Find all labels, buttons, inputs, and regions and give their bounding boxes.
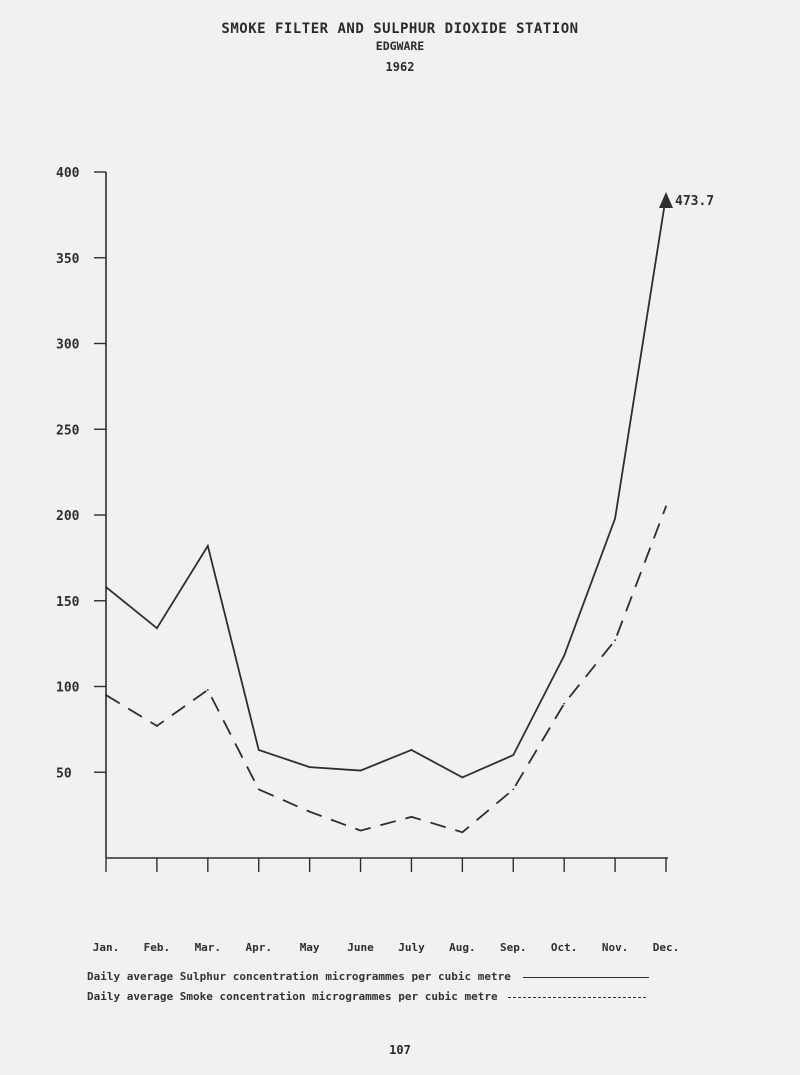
y-tick-label: 100 — [56, 681, 80, 696]
x-tick-label: Apr. — [245, 941, 272, 954]
data-point-sulphur — [512, 754, 515, 756]
x-tick-label: June — [347, 941, 374, 954]
y-tick-label: 200 — [56, 509, 80, 524]
y-tick-label: 250 — [56, 423, 80, 438]
data-point-smoke — [308, 810, 311, 813]
x-tick-label: Sep. — [500, 941, 527, 954]
data-point-sulphur — [257, 749, 260, 751]
data-point-smoke — [156, 725, 158, 727]
station-name: EDGWARE — [375, 39, 425, 53]
data-point-sulphur — [359, 769, 362, 772]
data-point-smoke — [410, 815, 413, 818]
chart-year: 1962 — [385, 60, 415, 74]
data-point-sulphur — [308, 766, 311, 769]
series-line-sulphur — [105, 195, 667, 779]
data-point-smoke — [257, 788, 260, 791]
x-tick-label: Nov. — [602, 941, 629, 954]
legend-sulphur-label: Daily average Sulphur concentration micr… — [87, 970, 511, 983]
y-tick-label: 300 — [56, 338, 80, 353]
chart-title: SMOKE FILTER AND SULPHUR DIOXIDE STATION — [221, 21, 579, 37]
data-point-smoke — [512, 788, 515, 791]
data-point-sulphur — [614, 517, 616, 520]
data-point-sulphur — [410, 749, 413, 751]
x-tick-label: Mar. — [195, 941, 222, 954]
data-point-sulphur — [156, 627, 158, 630]
data-point-smoke — [563, 702, 566, 705]
x-tick-label: Oct. — [551, 941, 578, 954]
x-tick-label: Aug. — [449, 941, 476, 954]
annotation-label: 473.7 — [675, 194, 714, 209]
page-number: 107 — [389, 1043, 411, 1057]
x-tick-label: Feb. — [144, 941, 171, 954]
data-point-smoke — [105, 694, 107, 696]
y-tick-label: 150 — [56, 595, 80, 610]
legend-dashed-line — [508, 996, 647, 998]
y-tick-label: 400 — [56, 166, 80, 181]
line-chart: 50 100 150 200 250 300 350 400 Jan. Feb. Mar. Apr.… — [56, 166, 714, 954]
x-tick-label: Jan. — [93, 941, 120, 954]
legend-sulphur: Daily average Sulphur concentration micr… — [87, 970, 650, 983]
data-point-sulphur — [206, 544, 209, 547]
data-point-smoke — [614, 639, 616, 642]
legend-smoke-label: Daily average Smoke concentration microg… — [87, 990, 498, 1003]
x-tick-label: May — [300, 941, 320, 954]
x-tick-label: July — [398, 941, 425, 954]
data-point-sulphur — [105, 586, 107, 588]
arrow-icon — [659, 192, 673, 208]
x-tick-label: Dec. — [653, 941, 680, 954]
data-point-smoke — [461, 831, 464, 834]
y-tick-label: 350 — [56, 252, 80, 267]
legend-smoke: Daily average Smoke concentration microg… — [87, 990, 647, 1003]
data-point-smoke — [665, 505, 667, 508]
data-point-sulphur — [461, 776, 464, 779]
data-point-smoke — [359, 829, 362, 832]
series-line-smoke — [105, 506, 667, 834]
y-tick-label: 50 — [56, 766, 72, 781]
legend-solid-line — [523, 976, 650, 978]
data-point-smoke — [206, 689, 209, 691]
data-point-sulphur — [563, 654, 566, 657]
